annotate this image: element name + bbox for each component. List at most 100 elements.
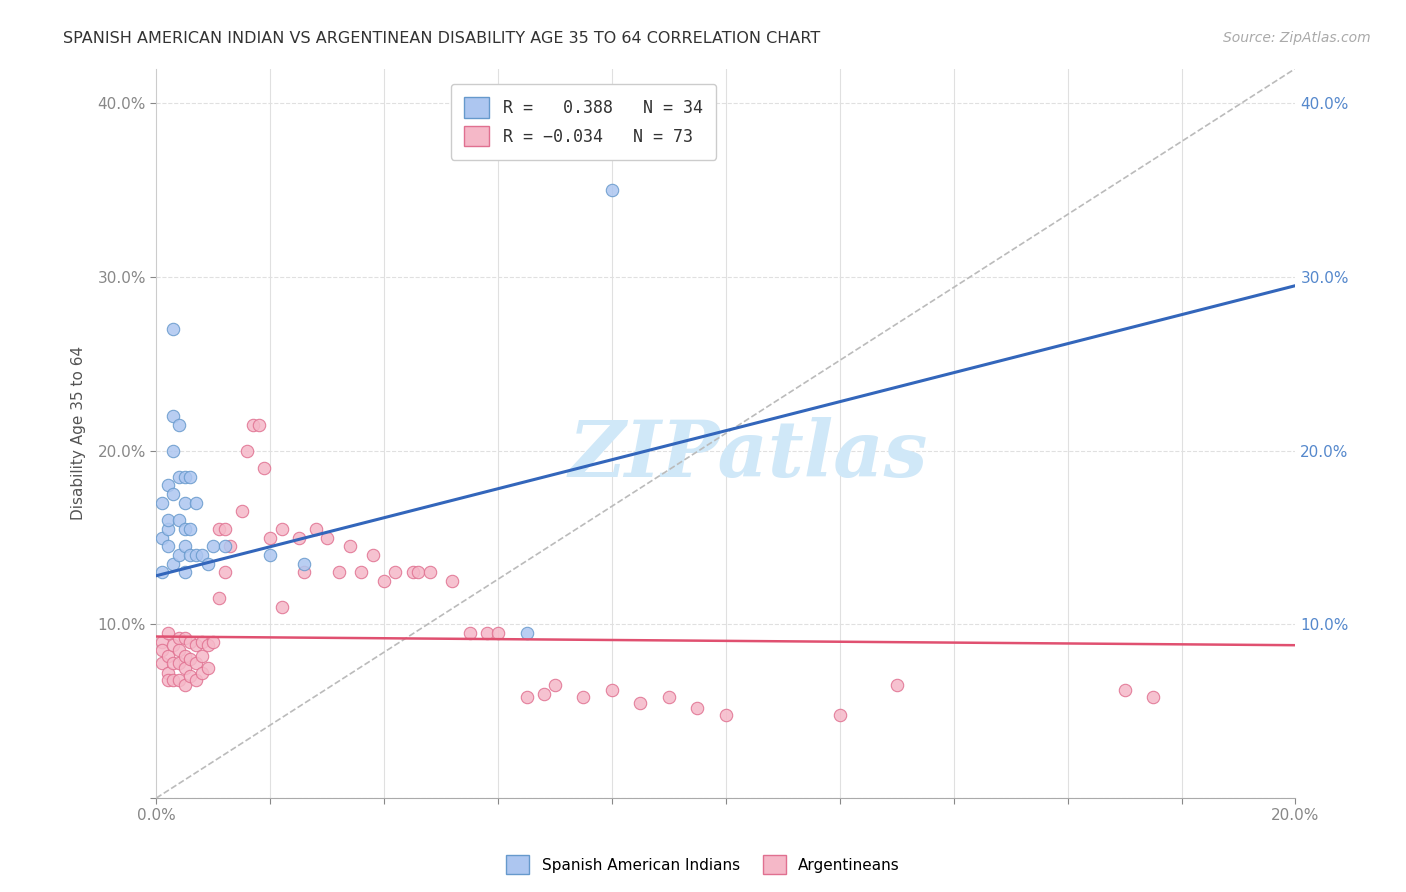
- Point: [361, 548, 384, 562]
- Point: [173, 632, 195, 646]
- Legend: R =   0.388   N = 34, R = −0.034   N = 73: R = 0.388 N = 34, R = −0.034 N = 73: [451, 84, 716, 160]
- Point: [328, 566, 350, 580]
- Point: [219, 539, 242, 553]
- Point: [162, 409, 184, 423]
- Text: ZIPatlas: ZIPatlas: [569, 417, 928, 493]
- Point: [167, 643, 190, 657]
- Point: [572, 690, 595, 705]
- Point: [247, 417, 270, 432]
- Point: [150, 496, 173, 510]
- Point: [600, 183, 623, 197]
- Point: [197, 661, 219, 675]
- Point: [156, 665, 179, 680]
- Point: [162, 557, 184, 571]
- Point: [173, 522, 195, 536]
- Point: [162, 638, 184, 652]
- Point: [150, 656, 173, 670]
- Point: [197, 557, 219, 571]
- Text: Source: ZipAtlas.com: Source: ZipAtlas.com: [1223, 31, 1371, 45]
- Point: [162, 656, 184, 670]
- Point: [167, 632, 190, 646]
- Point: [533, 687, 555, 701]
- Point: [628, 696, 651, 710]
- Point: [686, 700, 709, 714]
- Point: [270, 599, 292, 614]
- Point: [156, 522, 179, 536]
- Point: [173, 566, 195, 580]
- Point: [339, 539, 361, 553]
- Point: [156, 648, 179, 663]
- Point: [458, 626, 481, 640]
- Point: [441, 574, 464, 588]
- Point: [167, 548, 190, 562]
- Point: [173, 539, 195, 553]
- Point: [156, 478, 179, 492]
- Point: [167, 673, 190, 687]
- Point: [162, 443, 184, 458]
- Point: [419, 566, 441, 580]
- Point: [162, 487, 184, 501]
- Point: [167, 417, 190, 432]
- Point: [150, 566, 173, 580]
- Point: [167, 469, 190, 483]
- Point: [150, 531, 173, 545]
- Point: [253, 461, 276, 475]
- Point: [167, 513, 190, 527]
- Point: [486, 626, 509, 640]
- Point: [197, 638, 219, 652]
- Text: SPANISH AMERICAN INDIAN VS ARGENTINEAN DISABILITY AGE 35 TO 64 CORRELATION CHART: SPANISH AMERICAN INDIAN VS ARGENTINEAN D…: [63, 31, 821, 46]
- Point: [173, 469, 195, 483]
- Point: [292, 566, 315, 580]
- Point: [515, 690, 537, 705]
- Point: [179, 669, 201, 683]
- Point: [1114, 683, 1136, 698]
- Point: [214, 566, 236, 580]
- Point: [236, 443, 259, 458]
- Point: [179, 522, 201, 536]
- Point: [350, 566, 373, 580]
- Point: [714, 707, 737, 722]
- Point: [156, 626, 179, 640]
- Point: [191, 648, 214, 663]
- Point: [292, 557, 315, 571]
- Point: [186, 656, 208, 670]
- Y-axis label: Disability Age 35 to 64: Disability Age 35 to 64: [72, 346, 86, 520]
- Point: [162, 322, 184, 336]
- Point: [373, 574, 395, 588]
- Point: [173, 661, 195, 675]
- Point: [828, 707, 851, 722]
- Point: [186, 548, 208, 562]
- Point: [287, 531, 309, 545]
- Point: [156, 539, 179, 553]
- Point: [1142, 690, 1164, 705]
- Point: [475, 626, 498, 640]
- Point: [242, 417, 264, 432]
- Point: [162, 673, 184, 687]
- Point: [186, 496, 208, 510]
- Legend: Spanish American Indians, Argentineans: Spanish American Indians, Argentineans: [501, 849, 905, 880]
- Point: [202, 539, 225, 553]
- Point: [259, 548, 281, 562]
- Point: [406, 566, 429, 580]
- Point: [231, 504, 253, 518]
- Point: [179, 548, 201, 562]
- Point: [544, 678, 567, 692]
- Point: [179, 469, 201, 483]
- Point: [515, 626, 537, 640]
- Point: [156, 513, 179, 527]
- Point: [384, 566, 406, 580]
- Point: [179, 652, 201, 666]
- Point: [658, 690, 681, 705]
- Point: [305, 522, 328, 536]
- Point: [191, 634, 214, 648]
- Point: [173, 678, 195, 692]
- Point: [191, 548, 214, 562]
- Point: [202, 634, 225, 648]
- Point: [186, 673, 208, 687]
- Point: [150, 634, 173, 648]
- Point: [401, 566, 423, 580]
- Point: [886, 678, 908, 692]
- Point: [150, 643, 173, 657]
- Point: [186, 638, 208, 652]
- Point: [173, 648, 195, 663]
